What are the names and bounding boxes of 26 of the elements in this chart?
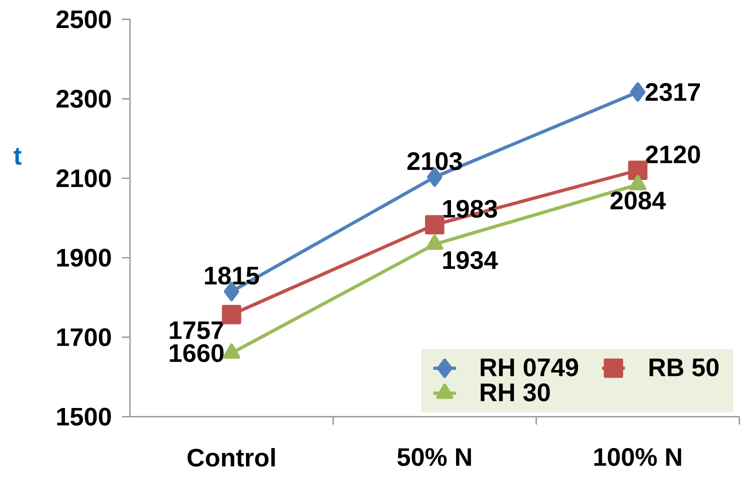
data-label: 1757: [170, 321, 224, 340]
point: [628, 160, 648, 180]
y-tick-label: 2500: [56, 10, 111, 28]
data-label: 2103: [407, 152, 462, 170]
point: [222, 304, 242, 324]
data-label: 1983: [443, 200, 498, 218]
y-tick-label: 2300: [56, 90, 111, 108]
data-label: 2120: [646, 145, 700, 164]
x-tick-label: 50% N: [397, 448, 471, 466]
data-label: 2317: [646, 83, 700, 102]
x-tick-label: 100% N: [594, 448, 682, 466]
x-tick-label: Control: [188, 448, 275, 467]
point: [630, 82, 646, 102]
y-tick-label: 1500: [57, 408, 111, 426]
y-tick-label: 1700: [57, 328, 111, 346]
data-label: 1660: [170, 344, 224, 362]
data-label: 1934: [443, 251, 498, 270]
y-axis-title: t: [14, 148, 22, 165]
legend-label: RH 30: [480, 383, 550, 402]
y-tick-label: 2100: [56, 169, 111, 188]
legend-label: RB 50: [650, 358, 719, 376]
data-label: 1815: [204, 266, 260, 285]
data-label: 2084: [610, 192, 666, 210]
legend-label: RH 0749: [480, 358, 578, 376]
y-tick-label: 1900: [57, 248, 111, 267]
point: [425, 215, 444, 234]
